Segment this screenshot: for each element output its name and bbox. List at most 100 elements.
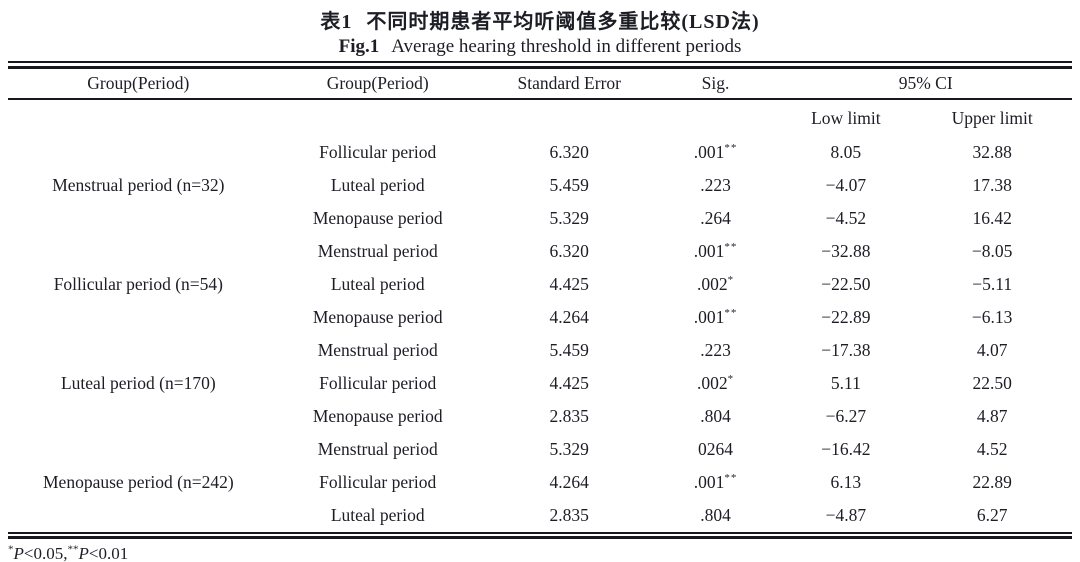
table-container: Group(Period) Group(Period) Standard Err…: [8, 61, 1072, 539]
table-row: Menopause period 2.835 .804 −6.27 4.87: [8, 400, 1072, 433]
subheader-upper-limit: Upper limit: [951, 107, 1033, 128]
table-row: Follicular period 4.264 .001** 6.13 22.8…: [8, 466, 1072, 499]
header-standard-error: Standard Error: [486, 69, 652, 100]
ci-low-value: −22.50: [821, 274, 871, 294]
empty-cell: [652, 99, 780, 136]
standard-error-value: 6.320: [549, 142, 589, 162]
significance-marker: **: [724, 472, 738, 485]
ci-high-value: 22.50: [972, 373, 1012, 393]
ci-low-value: 8.05: [830, 142, 862, 162]
compare-period: Follicular period: [319, 472, 437, 492]
footnote-star-1: *: [8, 543, 14, 556]
standard-error-value: 4.264: [549, 307, 589, 327]
standard-error-value: 6.320: [549, 241, 589, 261]
compare-period: Menstrual period: [317, 340, 438, 360]
sig-number: 0264: [698, 439, 734, 459]
ci-low-value: −16.42: [821, 439, 871, 459]
sig-value: 0264: [652, 433, 780, 466]
ci-high-value: 4.52: [976, 439, 1008, 459]
compare-period: Luteal period: [330, 175, 425, 195]
compare-period: Menopause period: [312, 307, 443, 327]
group-label: Menstrual period (n=32): [52, 175, 225, 195]
table-caption-cn: 表1 不同时期患者平均听阈值多重比较(LSD法): [0, 9, 1080, 35]
sig-number: .223: [700, 340, 731, 360]
sig-value: .223: [652, 169, 780, 202]
standard-error-value: 2.835: [549, 505, 589, 525]
sig-number: .264: [700, 208, 731, 228]
compare-period: Luteal period: [330, 274, 425, 294]
sig-value: .002*: [652, 268, 780, 301]
ci-low-value: −17.38: [821, 340, 871, 360]
significance-marker: *: [727, 373, 735, 386]
sig-number: .001: [693, 241, 725, 261]
ci-high-value: 17.38: [972, 175, 1012, 195]
table-caption-en: Fig.1 Average hearing threshold in differ…: [0, 35, 1080, 59]
ci-low-value: 6.13: [830, 472, 862, 492]
compare-period: Luteal period: [330, 505, 425, 525]
significance-marker: **: [724, 241, 738, 254]
sig-value: .001**: [652, 235, 780, 268]
ci-high-value: 32.88: [972, 142, 1012, 162]
sig-number: .001: [693, 307, 725, 327]
ci-high-value: −5.11: [972, 274, 1013, 294]
ci-low-value: −22.89: [821, 307, 871, 327]
comparison-table: Group(Period) Group(Period) Standard Err…: [8, 69, 1072, 532]
empty-cell: [269, 99, 487, 136]
sig-value: .002*: [652, 367, 780, 400]
empty-cell: [487, 99, 652, 136]
caption-text-en: Average hearing threshold in different p…: [391, 36, 742, 57]
standard-error-value: 5.459: [549, 340, 589, 360]
footnote-threshold-2: <0.01: [88, 544, 129, 562]
header-group-period-2: Group(Period): [268, 69, 487, 100]
subheader-low-limit: Low limit: [811, 107, 881, 128]
footnote-star-2: **: [67, 543, 79, 556]
sig-number: .001: [693, 142, 725, 162]
footnote-threshold-1: <0.05,: [23, 544, 68, 562]
footnote-p-symbol-1: P: [13, 544, 24, 562]
top-double-rule: [8, 61, 1072, 69]
sig-value: .001**: [652, 466, 780, 499]
group-label: Follicular period (n=54): [53, 274, 223, 294]
standard-error-value: 4.425: [549, 373, 589, 393]
sig-number: .804: [700, 406, 731, 426]
ci-low-value: −4.52: [825, 208, 867, 228]
compare-period: Follicular period: [319, 373, 437, 393]
ci-high-value: 16.42: [972, 208, 1012, 228]
ci-high-value: 4.07: [976, 340, 1008, 360]
sig-number: .002: [696, 373, 728, 393]
compare-period: Menopause period: [312, 406, 443, 426]
group-label: Menopause period (n=242): [43, 472, 234, 492]
ci-high-value: 4.87: [976, 406, 1008, 426]
ci-low-value: 5.11: [830, 373, 861, 393]
compare-period: Follicular period: [319, 142, 437, 162]
table-row: Follicular period (n=54) Menstrual perio…: [8, 235, 1072, 294]
standard-error-value: 5.459: [549, 175, 589, 195]
ci-high-value: −8.05: [971, 241, 1013, 261]
header-group-period-1: Group(Period): [8, 69, 269, 100]
table-row: Luteal period 5.459 .223 −4.07 17.38: [8, 169, 1072, 202]
footnote-p-symbol-2: P: [78, 544, 89, 562]
caption-text-cn: 不同时期患者平均听阈值多重比较(LSD法): [366, 11, 760, 33]
sig-value: .001**: [652, 301, 780, 334]
sig-number: .804: [700, 505, 731, 525]
standard-error-value: 4.425: [549, 274, 589, 294]
ci-high-value: −6.13: [971, 307, 1013, 327]
ci-low-value: −4.87: [825, 505, 867, 525]
significance-marker: *: [727, 274, 735, 287]
compare-period: Menstrual period: [317, 439, 438, 459]
table-number-cn: 表1: [320, 11, 353, 33]
compare-period: Menstrual period: [317, 241, 438, 261]
standard-error-value: 5.329: [549, 208, 589, 228]
table-row: Luteal period 4.425 .002* −22.50 −5.11: [8, 268, 1072, 301]
sig-value: .804: [652, 400, 780, 433]
compare-period: Menopause period: [312, 208, 443, 228]
ci-low-value: −6.27: [825, 406, 867, 426]
sig-value: .001**: [652, 136, 780, 169]
sig-value: .223: [652, 334, 780, 367]
standard-error-value: 5.329: [549, 439, 589, 459]
header-95ci: 95% CI: [779, 69, 1072, 100]
sig-number: .001: [693, 472, 725, 492]
ci-low-value: −4.07: [825, 175, 867, 195]
table-row: Menopause period 5.329 .264 −4.52 16.42: [8, 202, 1072, 235]
